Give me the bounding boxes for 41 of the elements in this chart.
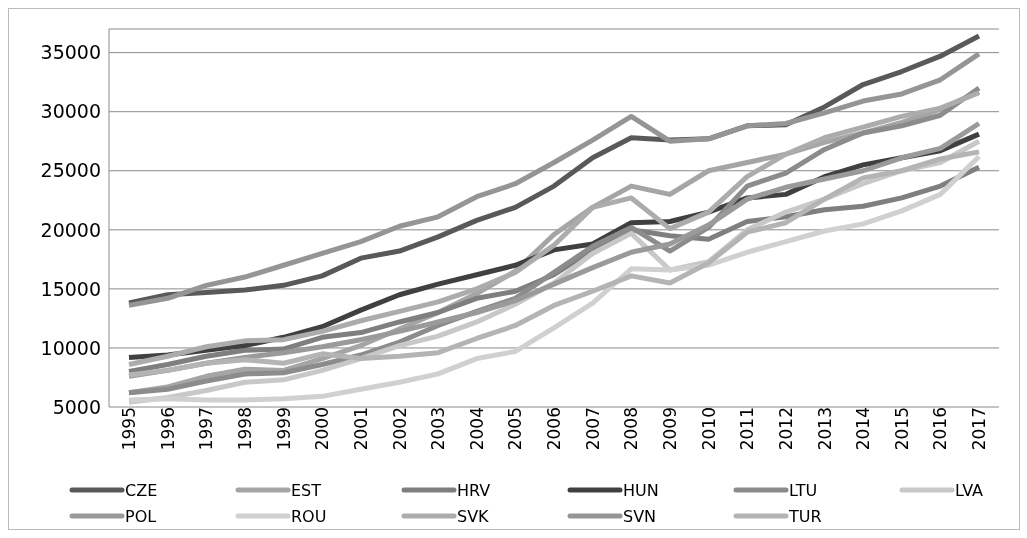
x-tick-label: 2003: [428, 407, 449, 451]
x-tick-label: 2012: [775, 407, 796, 451]
x-tick-label: 2017: [969, 407, 990, 451]
legend-label: ROU: [291, 506, 327, 526]
x-tick-label: 2010: [698, 407, 719, 451]
legend-label: TUR: [789, 506, 822, 526]
legend-label: EST: [291, 480, 322, 500]
x-tick-label: 2001: [350, 407, 371, 451]
x-tick-label: 2015: [891, 407, 912, 451]
x-tick-label: 1999: [273, 407, 294, 451]
x-tick-label: 2014: [853, 407, 874, 451]
x-tick-label: 2009: [659, 407, 680, 451]
y-tick-label: 10000: [40, 336, 101, 359]
x-tick-label: 1998: [234, 407, 255, 451]
legend-label: SVN: [623, 506, 657, 526]
y-tick-label: 35000: [40, 41, 101, 64]
x-tick-label: 2006: [544, 407, 565, 451]
y-tick-label: 20000: [40, 218, 101, 241]
x-tick-label: 2016: [930, 407, 951, 451]
x-tick-label: 2002: [389, 407, 410, 451]
y-tick-label: 15000: [40, 277, 101, 300]
y-tick-label: 30000: [40, 100, 101, 123]
x-tick-label: 2008: [621, 407, 642, 451]
y-tick-label: 25000: [40, 159, 101, 182]
legend-label: LTU: [789, 480, 818, 500]
legend-label: CZE: [125, 480, 158, 500]
x-tick-label: 2013: [814, 407, 835, 451]
x-tick-label: 1997: [196, 407, 217, 451]
legend-label: POL: [125, 506, 157, 526]
legend-label: HRV: [457, 480, 491, 500]
legend-label: LVA: [955, 480, 984, 500]
legend-label: SVK: [457, 506, 489, 526]
x-tick-label: 1995: [119, 407, 140, 451]
x-tick-label: 2000: [312, 407, 333, 451]
x-tick-label: 2004: [466, 407, 487, 451]
x-tick-label: 2007: [582, 407, 603, 451]
x-tick-label: 2005: [505, 407, 526, 451]
legend-label: HUN: [623, 480, 659, 500]
x-tick-label: 1996: [157, 407, 178, 451]
y-tick-label: 5000: [52, 395, 101, 418]
x-tick-label: 2011: [737, 407, 758, 451]
